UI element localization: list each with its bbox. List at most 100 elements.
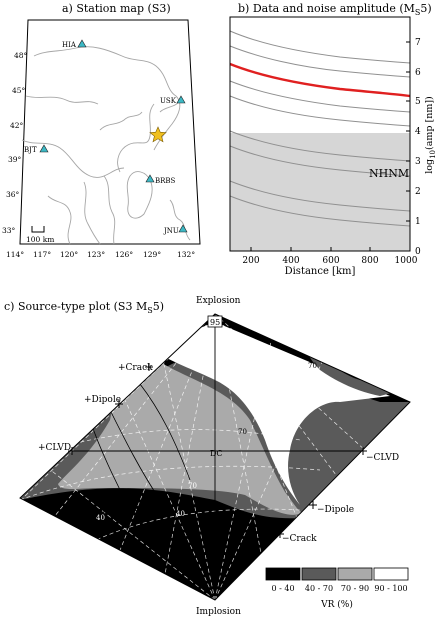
panel-b-title-text: b) Data and noise amplitude (M [238, 2, 415, 15]
legend-title: VR (%) [320, 599, 353, 610]
x-tick-marks [250, 247, 411, 251]
lon-tick: 120° [60, 250, 78, 259]
station-label: BRBS [155, 177, 176, 185]
y-axis-label-pre: log [424, 159, 435, 174]
y-tick-label: 6 [415, 68, 421, 78]
minus-dipole-label: −Dipole [317, 505, 354, 515]
x-tick-label: 800 [361, 256, 378, 266]
lon-tick: 129° [143, 250, 161, 259]
legend-label: 70 - 90 [341, 584, 369, 593]
lat-tick-labels: 33° 36° 39° 42° 45° 48° [2, 51, 28, 235]
contour-labels: 40 70 70 40 70 [96, 362, 317, 522]
panel-c-title-text: c) Source-type plot (S3 M [4, 300, 148, 313]
plus-crack-label: +Crack [118, 363, 153, 373]
station-markers [39, 39, 188, 233]
scale-bar [31, 226, 45, 233]
plus-clvd-label: +CLVD [38, 443, 71, 453]
station-usk-marker [176, 95, 186, 104]
y-tick-labels: 0 1 2 3 4 5 6 7 [415, 38, 421, 257]
legend-label: 40 - 70 [305, 584, 333, 593]
x-tick-label: 1000 [395, 256, 418, 266]
contour-label: 70 [308, 362, 317, 370]
panel-c-title: c) Source-type plot (S3 MS5) [4, 300, 164, 315]
amplitude-plot-frame [229, 16, 411, 252]
x-axis-label: Distance [km] [285, 266, 356, 277]
station-label: JNU [163, 227, 179, 235]
panel-c-title-end: 5) [152, 300, 164, 313]
panel-b-title: b) Data and noise amplitude (MS5) [238, 2, 432, 17]
contour-label: 70 [238, 428, 247, 436]
minus-clvd-label: −CLVD [366, 453, 399, 463]
dc-label: DC [210, 449, 223, 458]
minus-crack-label: −Crack [282, 534, 317, 544]
station-label: BJT [24, 146, 37, 154]
legend-swatch-70-90 [337, 567, 373, 581]
station-map: HIA USK BJT BRBS JNU 100 km 114° 117° 12… [2, 19, 201, 259]
legend-label: 90 - 100 [374, 584, 407, 593]
y-tick-marks [406, 41, 410, 252]
y-axis-label-post: (amp [nm]) [424, 96, 435, 150]
contour-label: 40 [176, 510, 185, 518]
panel-c-title-sub: S [147, 306, 153, 316]
vr-region-90-100 [150, 322, 390, 505]
lat-tick: 33° [2, 226, 16, 235]
station-label: HIA [62, 41, 77, 49]
y-axis-label-sub: 10 [429, 150, 436, 159]
best-solution-box [207, 315, 223, 328]
lat-tick: 39° [8, 155, 22, 164]
lat-tick: 36° [6, 190, 20, 199]
x-tick-label: 600 [322, 256, 339, 266]
station-label: USK [160, 97, 177, 105]
event-star-icon [149, 126, 167, 143]
legend-swatch-90-100 [373, 567, 409, 581]
y-tick-label: 1 [415, 217, 421, 227]
lon-tick: 117° [33, 250, 51, 259]
source-axes [72, 314, 363, 600]
lon-tick-labels: 114° 117° 120° 123° 126° 129° 132° [6, 250, 195, 259]
station-hia-marker [77, 39, 87, 48]
y-tick-label: 7 [415, 38, 421, 48]
lon-tick: 126° [115, 250, 133, 259]
panel-a-title: a) Station map (S3) [62, 2, 171, 15]
y-axis-label: log10(amp [nm]) [424, 96, 436, 174]
panel-b-title-end: 5) [420, 2, 432, 15]
station-brbs-marker [145, 174, 155, 183]
contour-label: 70 [188, 482, 197, 490]
scale-label: 100 km [26, 235, 54, 244]
explosion-label: Explosion [196, 296, 241, 306]
amplitude-curves [229, 30, 411, 227]
lon-tick: 114° [6, 250, 24, 259]
x-tick-label: 200 [242, 256, 259, 266]
station-bjt-marker [39, 144, 49, 153]
y-tick-label: 3 [415, 157, 421, 167]
y-tick-label: 4 [415, 127, 421, 137]
vr-legend: 0 - 40 40 - 70 70 - 90 90 - 100 VR (%) [265, 567, 409, 610]
legend-swatch-0-40 [265, 567, 301, 581]
data-amplitude-curve [229, 62, 411, 98]
amplitude-plot: 200 400 600 800 1000 Distance [km] 0 1 2… [229, 16, 436, 277]
lat-tick: 48° [14, 51, 28, 60]
station-jnu-marker [178, 224, 188, 233]
plus-dipole-label: +Dipole [84, 395, 121, 405]
y-tick-label: 5 [415, 97, 421, 107]
lat-tick: 42° [10, 121, 24, 130]
map-coastlines [21, 46, 191, 245]
source-markers [68, 363, 367, 538]
y-tick-label: 2 [415, 187, 421, 197]
legend-label: 0 - 40 [271, 584, 294, 593]
legend-swatch-40-70 [301, 567, 337, 581]
x-tick-label: 400 [282, 256, 299, 266]
panel-b-title-sub: S [414, 8, 421, 18]
vr-contours [39, 383, 201, 521]
map-frame [19, 19, 201, 245]
source-labels: Explosion Implosion +Crack +Dipole +CLVD… [38, 296, 399, 617]
lon-tick: 132° [177, 250, 195, 259]
y-tick-label: 0 [415, 247, 421, 257]
best-solution-value: 95 [210, 318, 220, 327]
lat-tick: 45° [12, 86, 26, 95]
x-tick-labels: 200 400 600 800 1000 [242, 256, 417, 266]
implosion-label: Implosion [196, 607, 241, 617]
lon-tick: 123° [87, 250, 105, 259]
contour-label: 40 [96, 514, 105, 522]
